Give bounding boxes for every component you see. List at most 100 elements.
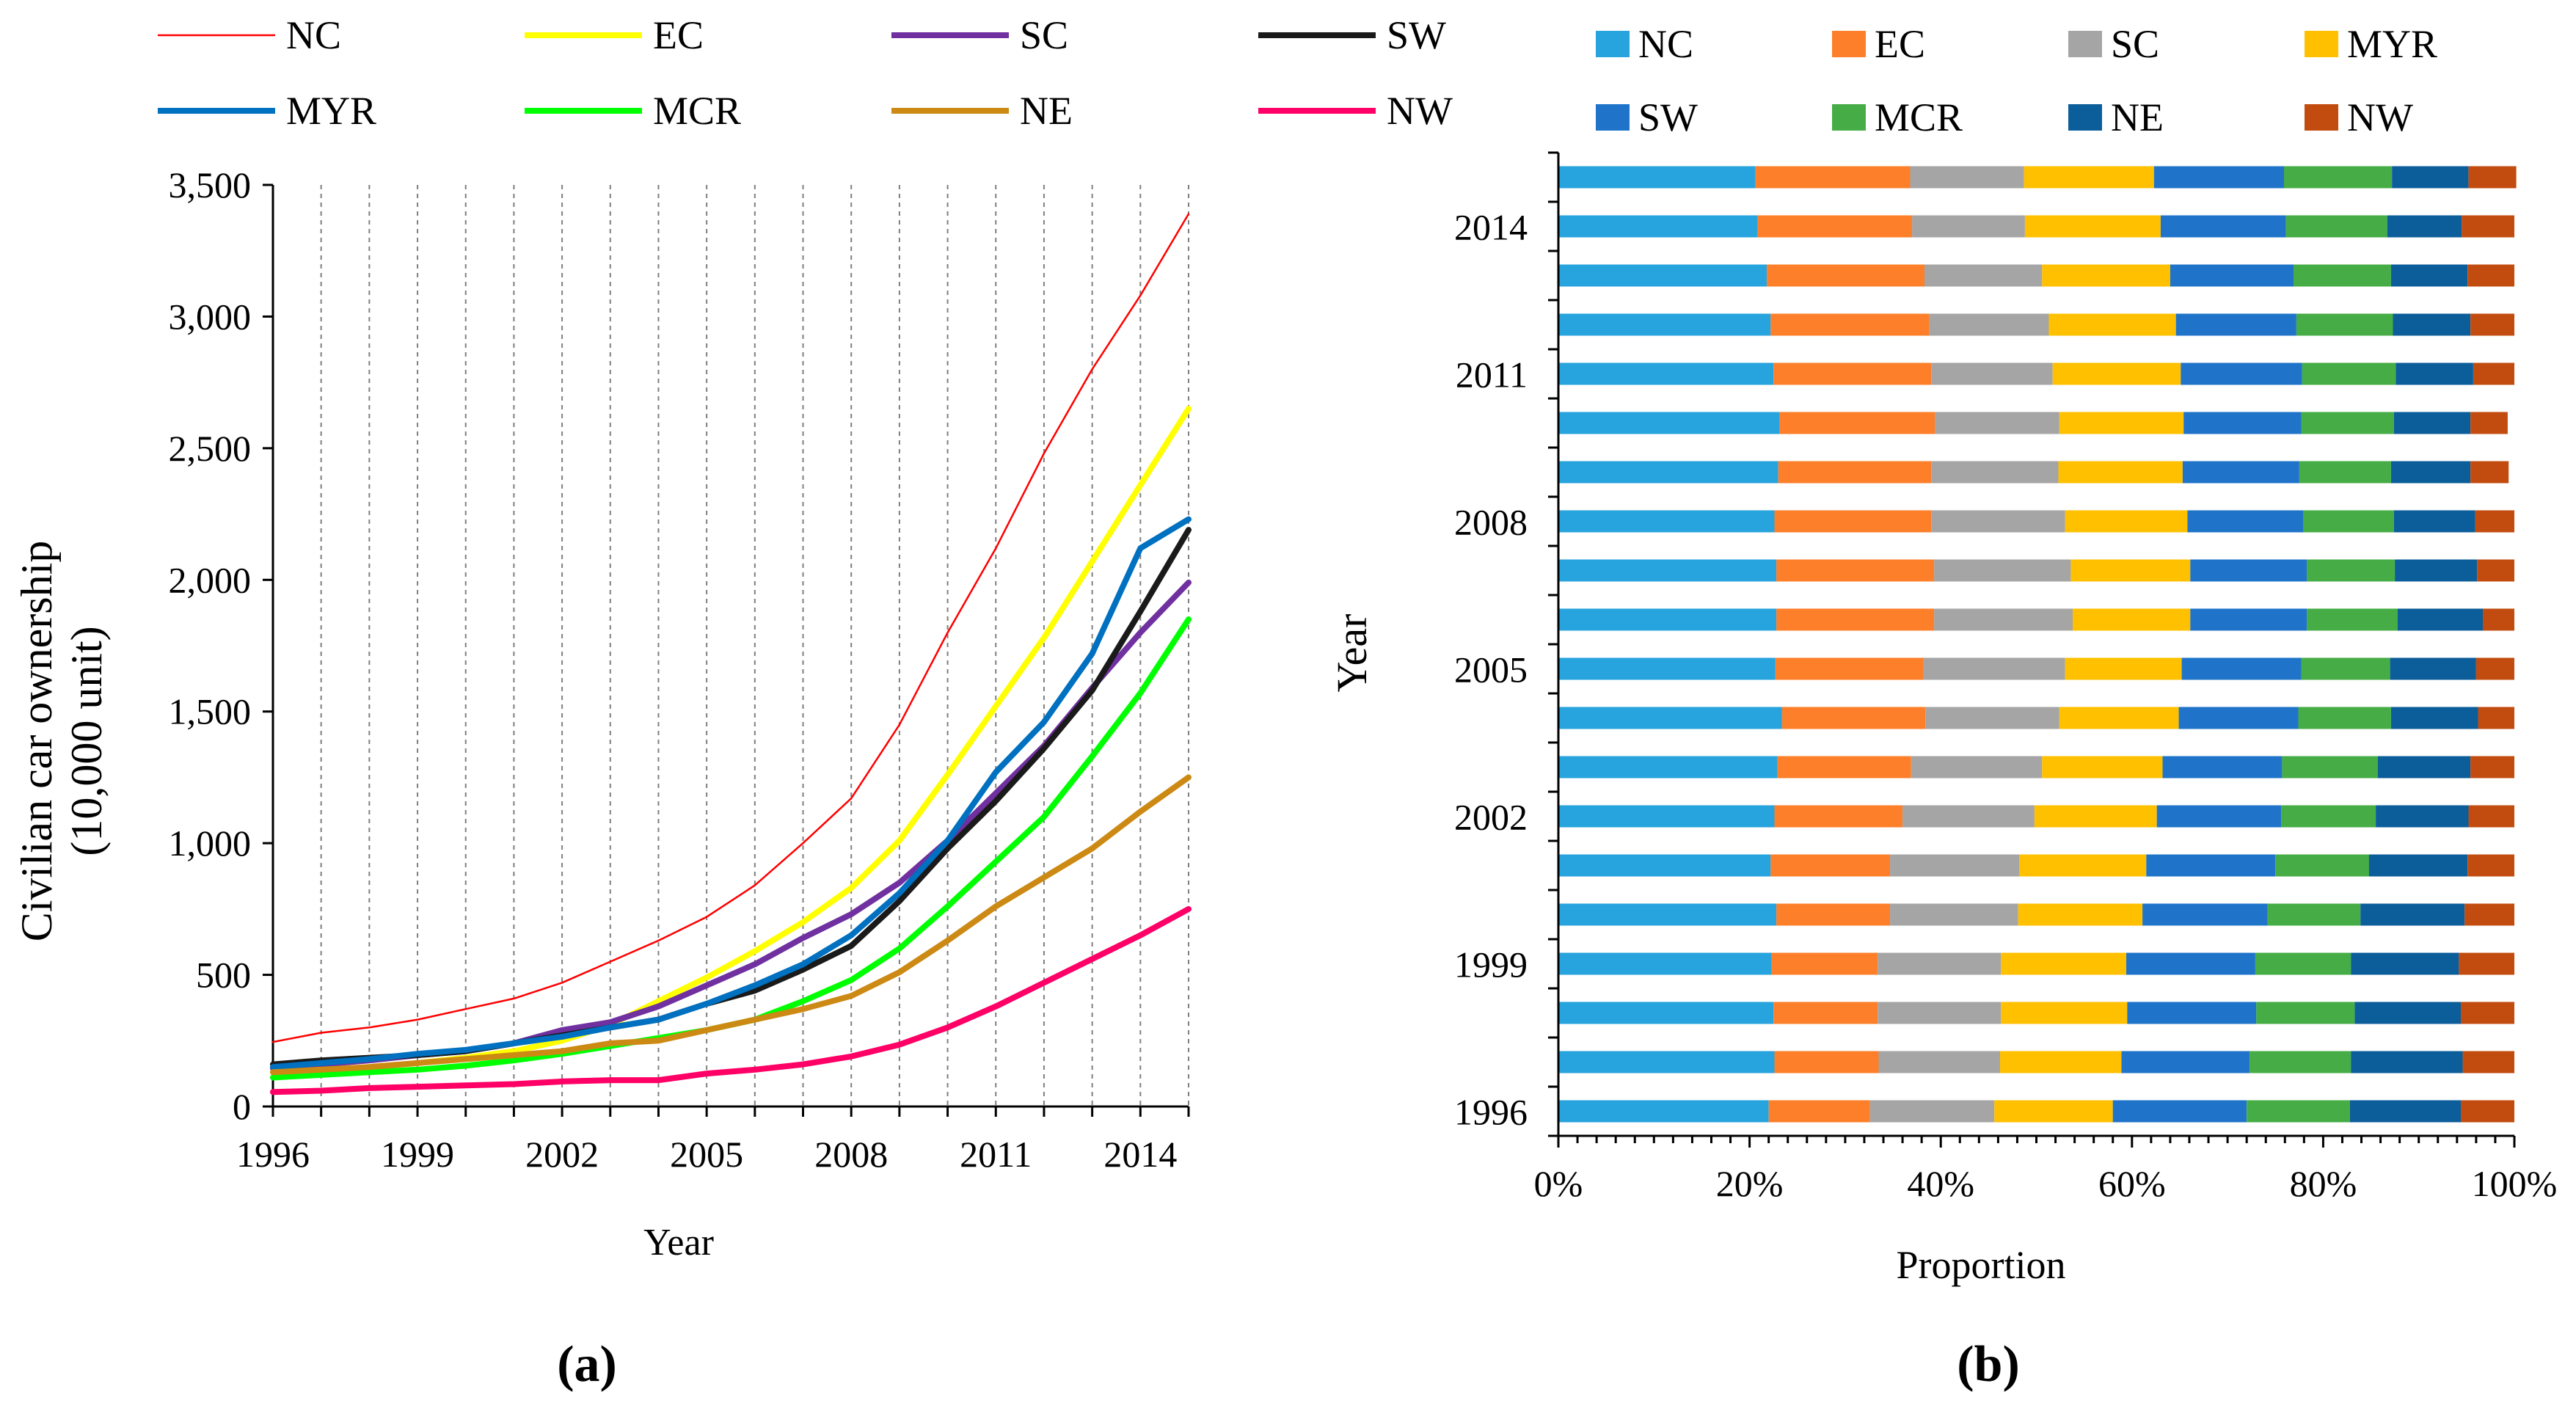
bar-chart-bars: [1558, 166, 2517, 1123]
x-tick-label: 2005: [670, 1134, 743, 1175]
bar-segment-sw-2004: [2178, 707, 2299, 729]
bar-segment-sc-2014: [1912, 215, 2025, 238]
x-tick-label: 1996: [236, 1134, 310, 1175]
bar-segment-ne-1998: [2354, 1002, 2461, 1024]
bar-chart-x-axis-title: Proportion: [1896, 1243, 2065, 1287]
series-line-nc: [271, 213, 1190, 1043]
line-chart-x-axis-title: Year: [643, 1222, 714, 1264]
bar-segment-sw-2002: [2156, 805, 2282, 828]
bar-segment-ne-1997: [2351, 1051, 2463, 1073]
bar-segment-nw-2010: [2470, 412, 2508, 434]
bar-segment-sw-2015: [2153, 166, 2284, 189]
line-chart-gridlines: [320, 185, 1189, 1106]
bar-y-tick-label: 1999: [1454, 944, 1528, 985]
bar-segment-nw-2000: [2464, 903, 2514, 926]
bar-segment-sw-2005: [2181, 657, 2302, 680]
bar-segment-myr-2012: [2048, 313, 2176, 336]
bar-segment-myr-2011: [2052, 362, 2181, 385]
bar-segment-nc-2004: [1558, 707, 1782, 729]
bar-segment-nc-1998: [1558, 1002, 1774, 1024]
y-tick-label: 1,500: [169, 691, 252, 732]
bar-segment-nc-1999: [1558, 952, 1772, 975]
legend-label-mcr: MCR: [653, 89, 741, 133]
bar-segment-nw-1999: [2459, 952, 2514, 975]
bar-segment-nc-1996: [1558, 1100, 1769, 1123]
bar-segment-mcr-2008: [2303, 510, 2394, 533]
bar-segment-myr-2004: [2059, 707, 2179, 729]
bar-segment-sc-1997: [1878, 1051, 2000, 1073]
bar-chart-y-axis-title: Year: [1328, 614, 1376, 693]
bar-legend-swatch-sw: [1596, 104, 1630, 131]
bar-segment-sw-1998: [2127, 1002, 2257, 1024]
bar-segment-nc-2009: [1558, 461, 1778, 484]
bar-segment-mcr-2011: [2302, 362, 2396, 385]
bar-x-tick-label: 100%: [2472, 1163, 2558, 1204]
x-tick-label: 2014: [1103, 1134, 1177, 1175]
bar-segment-ec-1998: [1773, 1002, 1878, 1024]
bar-y-tick-label: 2002: [1454, 797, 1528, 838]
bar-segment-ne-2003: [2377, 756, 2471, 779]
bar-segment-ec-2002: [1774, 805, 1903, 828]
bar-segment-myr-2002: [2034, 805, 2157, 828]
bar-segment-ne-2001: [2368, 854, 2468, 877]
bar-x-tick-label: 80%: [2290, 1163, 2357, 1204]
bar-segment-nw-2004: [2478, 707, 2514, 729]
bar-segment-ne-2009: [2390, 461, 2470, 484]
bar-segment-myr-2009: [2058, 461, 2183, 484]
bar-segment-sc-2005: [1923, 657, 2065, 680]
bar-segment-sc-2006: [1934, 608, 2073, 631]
bar-segment-ec-2010: [1779, 412, 1935, 434]
bar-segment-sw-2001: [2146, 854, 2276, 877]
bar-segment-ec-1997: [1774, 1051, 1879, 1073]
bar-segment-nw-2008: [2475, 510, 2514, 533]
x-tick-label: 2002: [525, 1134, 599, 1175]
bar-segment-sc-1998: [1878, 1002, 2002, 1024]
bar-legend-label-mcr: MCR: [1875, 95, 1963, 139]
bar-segment-ec-2012: [1770, 313, 1930, 336]
bar-segment-sc-1996: [1869, 1100, 1995, 1123]
bar-legend-label-ec: EC: [1875, 22, 1925, 66]
bar-segment-sw-2000: [2142, 903, 2268, 926]
bar-segment-mcr-2003: [2282, 756, 2378, 779]
bar-segment-myr-2010: [2059, 412, 2184, 434]
line-chart-y-axis-title-line2: (10,000 unit): [62, 626, 111, 856]
bar-segment-sc-2009: [1931, 461, 2059, 484]
bar-segment-ne-2010: [2393, 412, 2470, 434]
bar-segment-sw-2007: [2190, 559, 2307, 582]
panel-a-caption: (a): [557, 1336, 617, 1393]
bar-segment-ne-2004: [2390, 707, 2478, 729]
bar-segment-sw-2013: [2170, 264, 2294, 287]
bar-segment-myr-1997: [2000, 1051, 2122, 1073]
bar-segment-sw-2010: [2183, 412, 2302, 434]
bar-segment-ne-2002: [2376, 805, 2469, 828]
bar-segment-ec-2000: [1776, 903, 1891, 926]
bar-segment-sw-2009: [2182, 461, 2299, 484]
bar-legend-swatch-nc: [1596, 31, 1630, 57]
bar-segment-mcr-2010: [2301, 412, 2394, 434]
bar-legend-swatch-sc: [2068, 31, 2102, 57]
bar-segment-ne-1996: [2349, 1100, 2461, 1123]
bar-segment-mcr-1999: [2255, 952, 2351, 975]
x-tick-label: 2008: [814, 1134, 888, 1175]
bar-segment-ne-2011: [2396, 362, 2473, 385]
bar-segment-ne-2000: [2360, 903, 2465, 926]
bar-segment-myr-2005: [2065, 657, 2182, 680]
bar-y-tick-label: 2005: [1454, 649, 1528, 690]
bar-segment-sc-2013: [1924, 264, 2043, 287]
bar-legend-swatch-ec: [1832, 31, 1866, 57]
line-chart-tick-labels: 0 500 1,000 1,500 2,000 2,500 3,000 3,500 1996 19…: [169, 164, 1178, 1175]
bar-segment-nc-1997: [1558, 1051, 1775, 1073]
bar-segment-sw-1997: [2121, 1051, 2250, 1073]
series-line-ne: [270, 774, 1192, 1076]
line-chart-y-axis-title-line1: Civilian car ownership: [12, 541, 61, 942]
bar-segment-sw-2012: [2175, 313, 2296, 336]
bar-segment-nc-2005: [1558, 657, 1776, 680]
legend-label-myr: MYR: [286, 89, 376, 133]
bar-segment-nw-1997: [2462, 1051, 2514, 1073]
legend-label-nc: NC: [286, 13, 341, 57]
bar-segment-myr-2003: [2042, 756, 2163, 779]
x-tick-label: 1999: [381, 1134, 454, 1175]
bar-x-tick-label: 60%: [2098, 1163, 2166, 1204]
bar-segment-nw-2015: [2468, 166, 2517, 189]
